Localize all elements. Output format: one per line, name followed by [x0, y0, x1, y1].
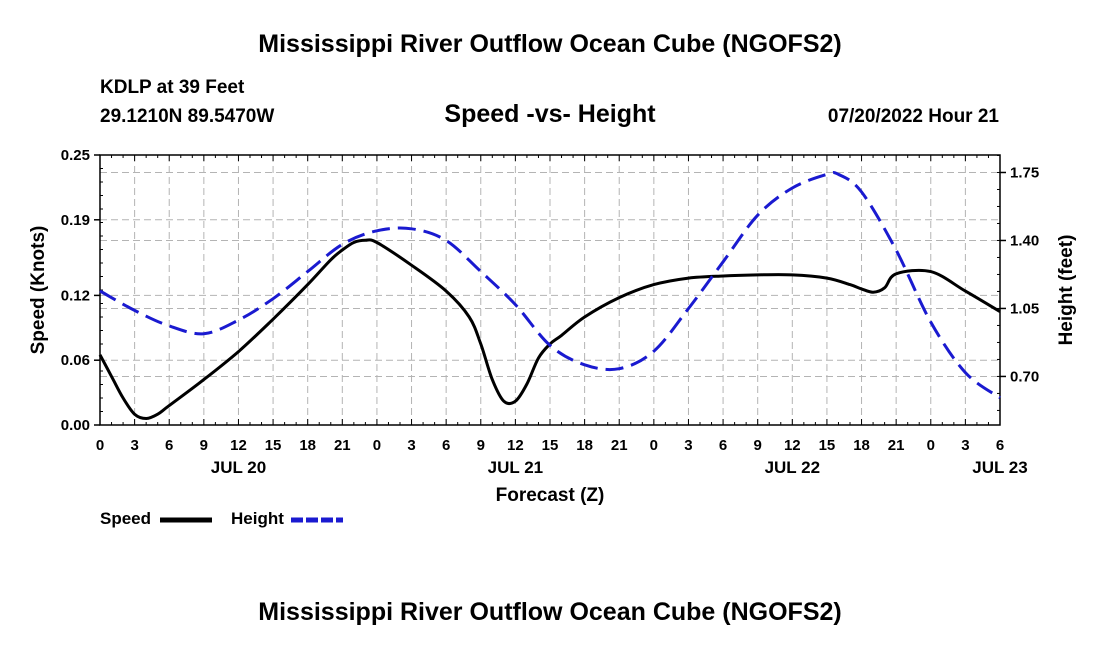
- x-day-label: JUL 20: [211, 458, 266, 477]
- x-tick-label: 18: [853, 437, 870, 454]
- x-tick-label: 21: [888, 437, 905, 454]
- x-day-label: JUL 21: [488, 458, 543, 477]
- height-line: [99, 170, 1001, 400]
- x-tick-label: 3: [684, 437, 692, 454]
- x-tick-label: 15: [265, 437, 282, 454]
- x-tick-label: 6: [996, 437, 1004, 454]
- x-tick-label: 9: [477, 437, 485, 454]
- speed-line: [98, 238, 1001, 420]
- x-tick-label: 15: [542, 437, 559, 454]
- x-tick-label: 15: [819, 437, 836, 454]
- x-axis-title: Forecast (Z): [496, 485, 605, 506]
- x-tick-label: 0: [96, 437, 104, 454]
- x-tick-label: 12: [784, 437, 801, 454]
- x-tick-label: 0: [650, 437, 658, 454]
- left-tick-label: 0.12: [61, 287, 90, 304]
- x-tick-label: 21: [334, 437, 351, 454]
- x-tick-label: 18: [299, 437, 316, 454]
- x-tick-label: 6: [442, 437, 450, 454]
- right-axis-title: Height (feet): [1056, 235, 1077, 346]
- left-axis-title: Speed (Knots): [28, 226, 49, 355]
- x-axis: 0 3 6 9 12 15 18 21 0 3 6 9 12 15 18 21 0 3 6 9 12 15 18 21 0 3 6 J…: [96, 437, 1028, 506]
- left-tick-label: 0.00: [61, 417, 90, 434]
- chart-subtitle: Speed -vs- Height: [444, 100, 656, 128]
- x-tick-label: 3: [407, 437, 415, 454]
- x-tick-label: 0: [927, 437, 935, 454]
- station-label: KDLP at 39 Feet: [100, 77, 245, 98]
- left-tick-label: 0.19: [61, 212, 90, 229]
- x-tick-label: 0: [373, 437, 381, 454]
- x-tick-label: 12: [507, 437, 524, 454]
- x-day-label: JUL 23: [972, 458, 1027, 477]
- chart-title: Mississippi River Outflow Ocean Cube (NG…: [258, 30, 842, 58]
- station-coordinates: 29.1210N 89.5470W: [100, 106, 275, 127]
- forecast-datetime: 07/20/2022 Hour 21: [827, 106, 999, 127]
- x-tick-label: 9: [200, 437, 208, 454]
- legend-speed-label: Speed: [100, 509, 152, 528]
- legend-height-label: Height: [231, 509, 284, 528]
- x-tick-label: 18: [576, 437, 593, 454]
- x-tick-label: 21: [611, 437, 628, 454]
- right-tick-label: 1.05: [1010, 300, 1039, 317]
- x-day-label: JUL 22: [765, 458, 820, 477]
- x-tick-label: 6: [165, 437, 173, 454]
- left-tick-label: 0.25: [61, 147, 90, 164]
- x-tick-label: 12: [230, 437, 247, 454]
- right-axis: 0.70 1.05 1.40 1.75 Height (feet): [997, 154, 1077, 411]
- left-axis: 0.00 0.06 0.12 0.19 0.25 Speed (Knots): [28, 147, 103, 434]
- x-tick-label: 6: [719, 437, 727, 454]
- right-tick-label: 1.40: [1010, 232, 1039, 249]
- footer-title: Mississippi River Outflow Ocean Cube (NG…: [258, 598, 842, 626]
- right-tick-label: 1.75: [1010, 164, 1039, 181]
- x-tick-label: 3: [130, 437, 138, 454]
- series-lines: [98, 170, 1001, 420]
- right-tick-label: 0.70: [1010, 368, 1039, 385]
- left-tick-label: 0.06: [61, 352, 90, 369]
- x-tick-label: 9: [754, 437, 762, 454]
- x-tick-label: 3: [961, 437, 969, 454]
